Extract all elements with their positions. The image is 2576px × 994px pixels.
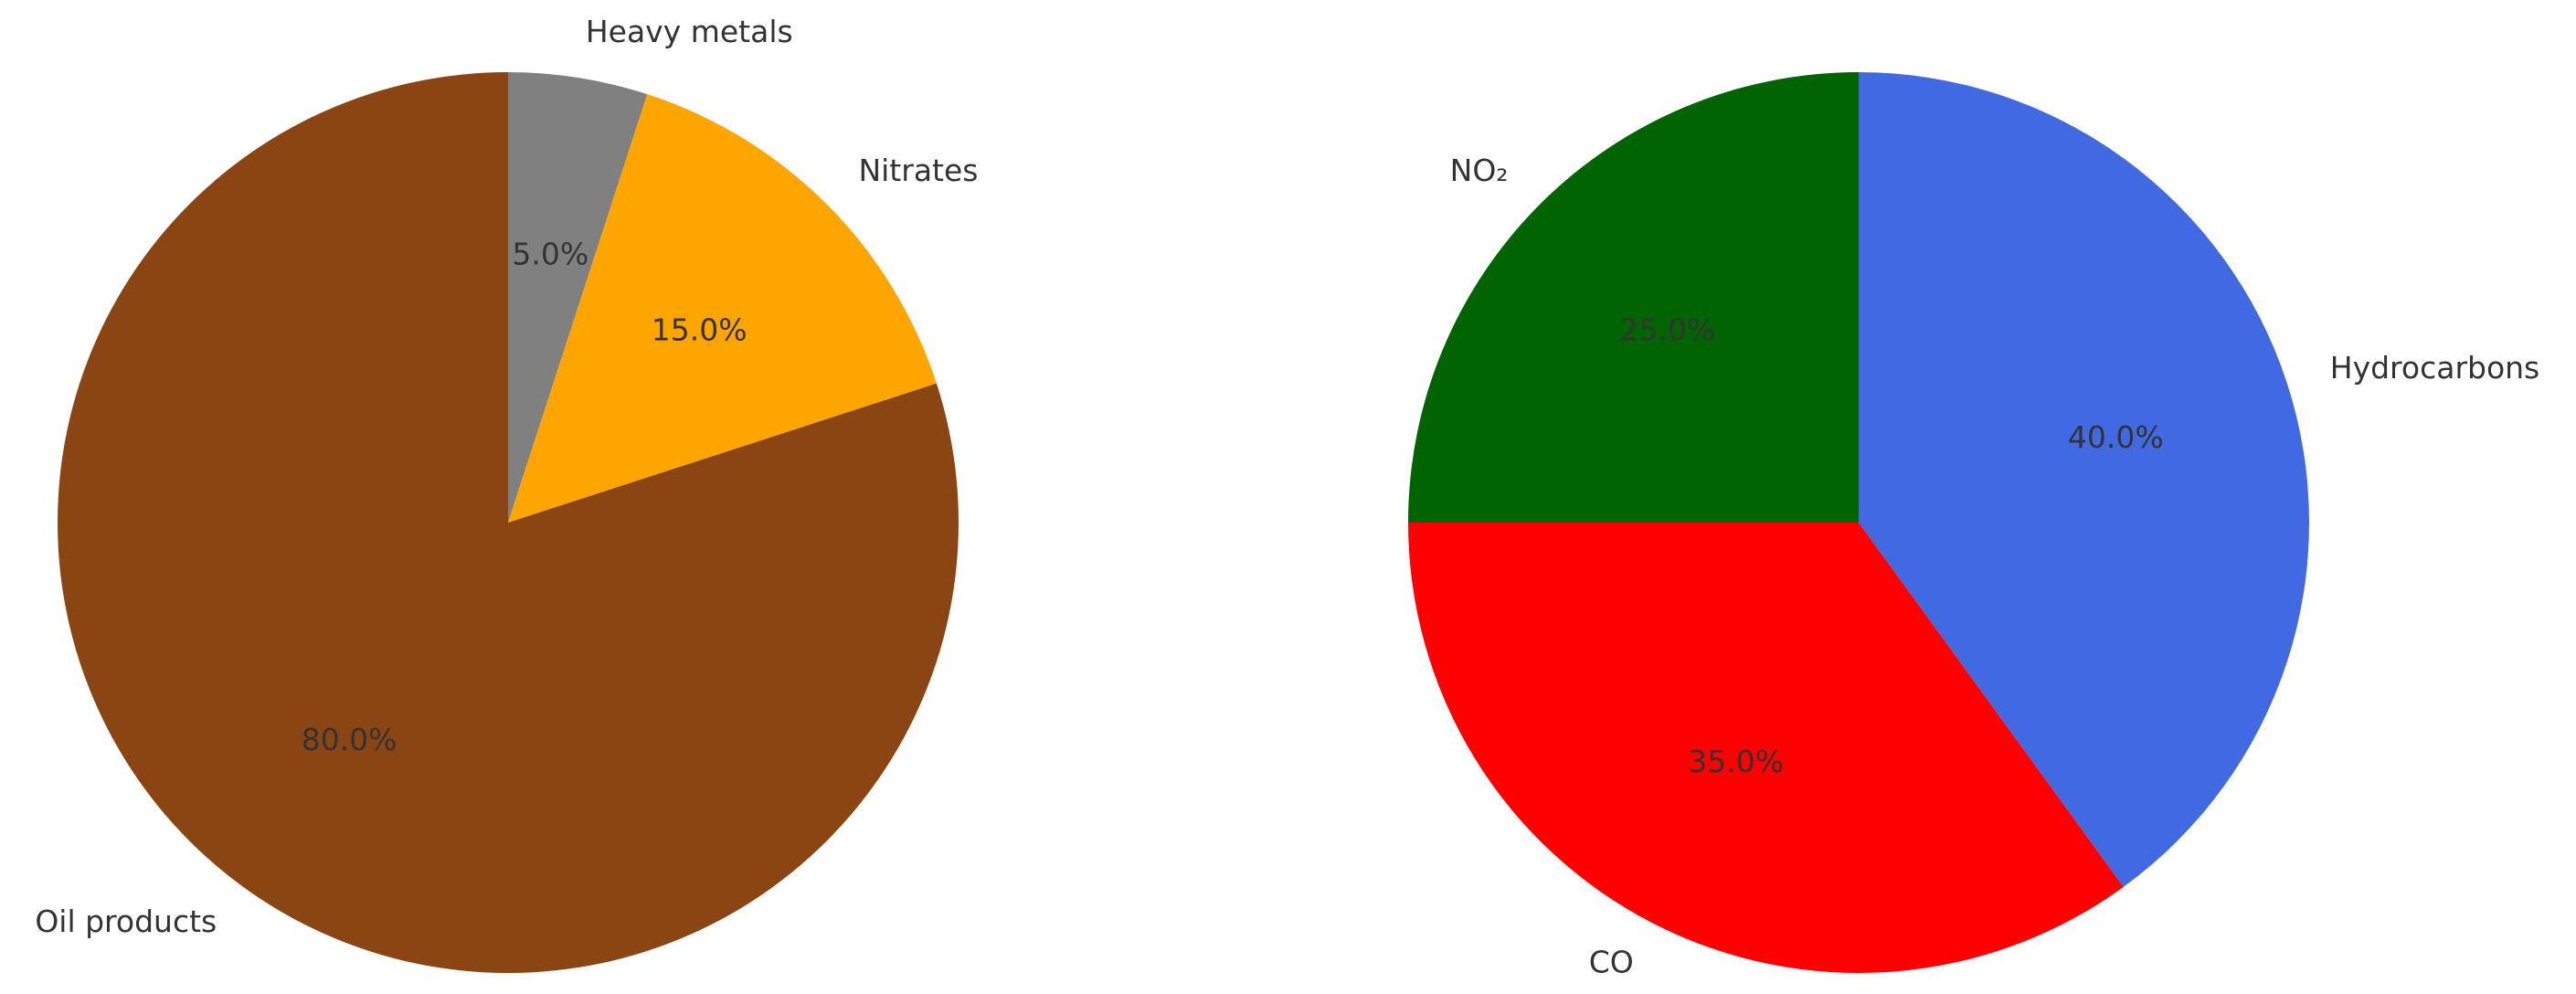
- slice-label: CO: [1589, 945, 1634, 980]
- percent-label: 40.0%: [2068, 419, 2164, 455]
- slice-label: Nitrates: [858, 153, 978, 188]
- percent-label: 80.0%: [302, 722, 398, 757]
- pie-slice: [508, 94, 937, 523]
- slice-label: Hydrocarbons: [2330, 350, 2540, 386]
- percent-label: 5.0%: [512, 236, 588, 271]
- pie-slice: [1408, 523, 2124, 973]
- pie-slice: [508, 72, 648, 523]
- slice-label: Oil products: [35, 904, 217, 939]
- pie-slice: [57, 72, 959, 974]
- percent-label: 15.0%: [652, 312, 747, 347]
- percent-label: 25.0%: [1619, 312, 1715, 347]
- slice-label: NO₂: [1450, 153, 1509, 188]
- percent-label: 35.0%: [1688, 744, 1784, 779]
- pie-slice: [1408, 72, 1859, 523]
- pie-slice: [1859, 72, 2309, 887]
- slice-label: Heavy metals: [586, 14, 793, 49]
